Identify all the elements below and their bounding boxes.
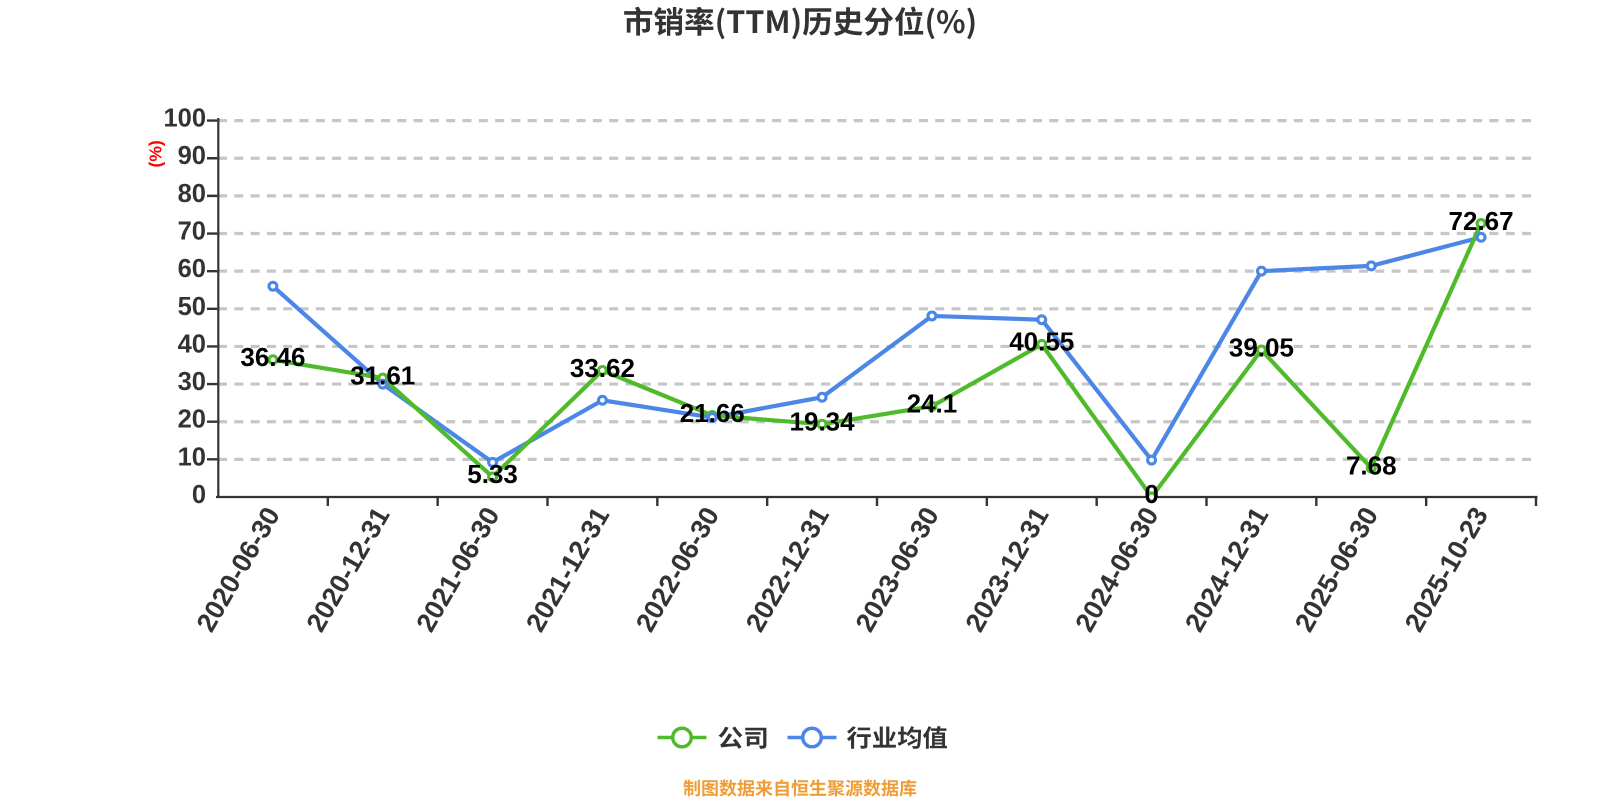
svg-text:50: 50 [178,293,206,321]
svg-text:39.05: 39.05 [1229,332,1294,362]
svg-text:0: 0 [192,481,206,509]
svg-text:100: 100 [163,105,206,133]
svg-text:24.1: 24.1 [907,389,958,419]
svg-text:7.68: 7.68 [1346,450,1397,480]
svg-text:21.66: 21.66 [680,398,745,428]
svg-text:(%): (%) [145,140,165,167]
svg-text:30: 30 [178,368,206,396]
svg-text:80: 80 [178,180,206,208]
svg-text:20: 20 [178,406,206,434]
svg-text:60: 60 [178,255,206,283]
svg-text:70: 70 [178,217,206,245]
svg-text:90: 90 [178,142,206,170]
svg-text:33.62: 33.62 [570,353,635,383]
svg-text:10: 10 [178,443,206,471]
svg-text:40.55: 40.55 [1009,327,1074,357]
svg-text:19.34: 19.34 [790,407,856,437]
svg-text:40: 40 [178,330,206,358]
svg-text:36.46: 36.46 [240,342,305,372]
svg-text:31.61: 31.61 [350,360,415,390]
svg-text:5.33: 5.33 [467,459,518,489]
svg-text:72.67: 72.67 [1449,206,1514,236]
svg-text:0: 0 [1144,479,1158,509]
